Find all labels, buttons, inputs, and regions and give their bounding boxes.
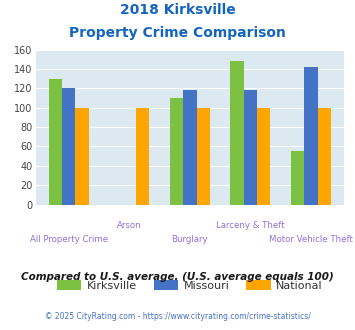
Text: Arson: Arson bbox=[117, 221, 142, 230]
Bar bbox=[136, 108, 149, 205]
Text: All Property Crime: All Property Crime bbox=[30, 235, 108, 244]
Bar bbox=[304, 67, 318, 205]
Bar bbox=[230, 61, 244, 205]
Text: © 2025 CityRating.com - https://www.cityrating.com/crime-statistics/: © 2025 CityRating.com - https://www.city… bbox=[45, 312, 310, 321]
Text: Larceny & Theft: Larceny & Theft bbox=[216, 221, 285, 230]
Bar bbox=[76, 108, 89, 205]
Bar bbox=[197, 108, 210, 205]
Bar bbox=[183, 90, 197, 205]
Bar bbox=[49, 79, 62, 205]
Bar bbox=[170, 98, 183, 205]
Text: Motor Vehicle Theft: Motor Vehicle Theft bbox=[269, 235, 353, 244]
Text: Property Crime Comparison: Property Crime Comparison bbox=[69, 26, 286, 40]
Bar bbox=[291, 151, 304, 205]
Bar bbox=[318, 108, 331, 205]
Bar bbox=[244, 90, 257, 205]
Text: Compared to U.S. average. (U.S. average equals 100): Compared to U.S. average. (U.S. average … bbox=[21, 272, 334, 282]
Bar bbox=[257, 108, 271, 205]
Text: Burglary: Burglary bbox=[171, 235, 208, 244]
Text: 2018 Kirksville: 2018 Kirksville bbox=[120, 3, 235, 17]
Bar bbox=[62, 88, 76, 205]
Legend: Kirksville, Missouri, National: Kirksville, Missouri, National bbox=[53, 275, 327, 295]
